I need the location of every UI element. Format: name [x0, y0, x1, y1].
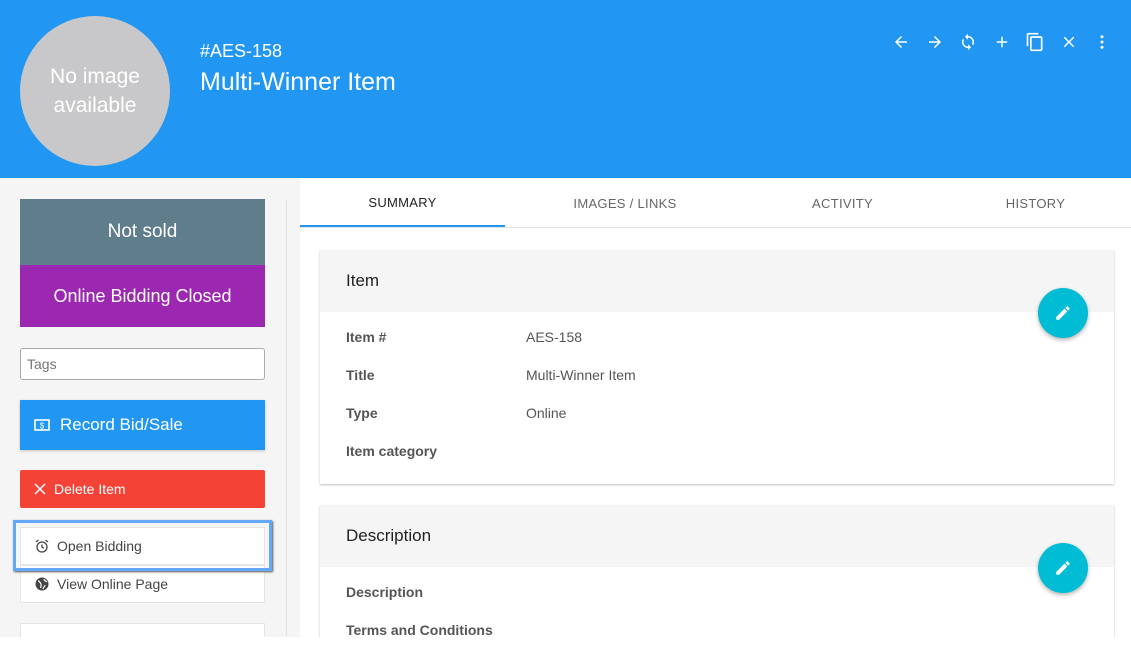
status-badge: Not sold	[20, 199, 265, 265]
add-icon[interactable]	[985, 30, 1019, 54]
pencil-icon	[1056, 306, 1070, 320]
record-bid-sale-button[interactable]: $ Record Bid/Sale	[20, 400, 265, 450]
copy-icon[interactable]	[1019, 30, 1053, 54]
toolbar	[885, 30, 1120, 54]
close-icon	[34, 483, 46, 495]
field-row: Item # AES-158	[346, 329, 583, 345]
avatar: No image available	[20, 16, 170, 166]
card-title: Item	[320, 250, 1114, 312]
tab-activity[interactable]: ACTIVITY	[812, 196, 873, 211]
tab-summary[interactable]: SUMMARY	[300, 180, 505, 227]
tab-images-links[interactable]: IMAGES / LINKS	[573, 196, 677, 211]
field-row: Type Online	[346, 405, 567, 421]
refresh-icon[interactable]	[952, 30, 986, 54]
field-row: Item category	[346, 443, 438, 459]
alarm-icon	[35, 539, 49, 553]
field-row: Description	[346, 584, 424, 600]
tags-input[interactable]	[20, 348, 265, 380]
arrow-right-icon[interactable]	[918, 30, 952, 54]
focus-highlight	[13, 520, 272, 571]
field-row: Terms and Conditions	[346, 622, 493, 638]
money-icon: $	[34, 418, 50, 432]
globe-icon	[35, 577, 49, 591]
more-vert-icon[interactable]	[1086, 30, 1120, 54]
sidebar: Not sold Online Bidding Closed $ Record …	[0, 178, 300, 643]
item-header: No image available #AES-158 Multi-Winner…	[0, 0, 1131, 178]
open-bidding-button[interactable]: Open Bidding	[20, 527, 265, 565]
tab-history[interactable]: HISTORY	[1005, 196, 1066, 211]
card-title: Description	[320, 505, 1114, 567]
edit-item-button[interactable]	[1038, 288, 1088, 338]
delete-item-button[interactable]: Delete Item	[20, 470, 265, 508]
tab-bar: SUMMARY IMAGES / LINKS ACTIVITY HISTORY	[300, 180, 1131, 228]
item-id: #AES-158	[200, 41, 283, 61]
close-icon[interactable]	[1052, 30, 1086, 54]
page-title: Multi-Winner Item	[200, 68, 396, 96]
pencil-icon	[1056, 561, 1070, 575]
torn-edge	[0, 637, 1131, 665]
svg-text:$: $	[40, 422, 45, 431]
item-card: Item Item # AES-158 Title Multi-Winner Ite…	[320, 250, 1114, 484]
divider	[286, 200, 287, 640]
edit-description-button[interactable]	[1038, 543, 1088, 593]
arrow-left-icon[interactable]	[885, 30, 919, 54]
view-online-page-button[interactable]: View Online Page	[20, 565, 265, 603]
bidding-status-badge: Online Bidding Closed	[20, 265, 265, 327]
field-row: Title Multi-Winner Item	[346, 367, 636, 383]
